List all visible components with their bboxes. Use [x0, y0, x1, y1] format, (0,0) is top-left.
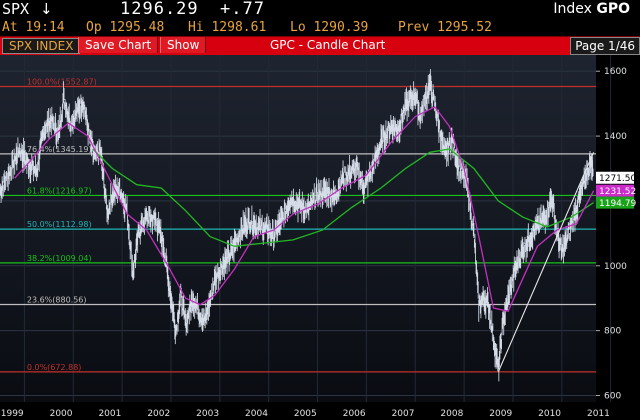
fib-label: 0.0%(672.88): [27, 363, 82, 372]
open-price: Op 1295.48: [86, 20, 165, 35]
page-indicator[interactable]: Page 1/46: [570, 37, 640, 55]
ticker-symbol[interactable]: SPX: [2, 0, 30, 18]
x-tick-label: 2008: [440, 409, 463, 419]
x-tick-label: 2004: [245, 409, 268, 419]
x-axis: 1999 2000 2001 2002 2003 2004 2005 2006 2007 2008…: [1, 409, 610, 419]
price-tag-label: 1231.52: [599, 187, 636, 197]
security-info: Index GPO: [553, 1, 630, 17]
moving-averages: [14, 106, 595, 373]
price-tag-label: 1194.79: [599, 199, 636, 209]
index-selector[interactable]: SPX INDEX: [2, 38, 81, 54]
x-tick-label: 2002: [147, 409, 170, 419]
ma-short-line: [14, 106, 595, 312]
trendline: [497, 152, 595, 373]
x-tick-label: 1999: [1, 409, 24, 419]
show-button[interactable]: Show: [160, 37, 207, 53]
price-tag: [596, 196, 634, 209]
x-tick-label: 2007: [392, 409, 415, 419]
save-chart-button[interactable]: Save Chart: [78, 37, 159, 53]
price-tag-label: 1271.50: [599, 174, 636, 184]
fib-label: 38.2%(1009.04): [27, 254, 92, 263]
y-axis-panel: [596, 55, 640, 420]
x-tick-label: 2010: [538, 409, 561, 419]
price-change: +.77: [220, 0, 265, 19]
price-tag: [596, 184, 634, 197]
fib-levels: 100.0%(1552.87) 76.4%(1345.19) 61.8%(1216.…: [0, 77, 596, 373]
y-tick-label: 1600: [604, 67, 627, 77]
fib-label: 23.6%(880.56): [27, 296, 87, 305]
last-price: 1296.29: [120, 0, 199, 19]
y-tick-label: 600: [604, 392, 621, 402]
x-axis-panel: [0, 402, 640, 420]
chart-title: GPC - Candle Chart: [270, 38, 386, 52]
low-price: Lo 1290.39: [290, 20, 369, 35]
x-tick-label: 2000: [50, 409, 73, 419]
security-type: Index: [553, 1, 592, 17]
quote-time: At 19:14: [2, 20, 65, 35]
function-code: GPO: [596, 1, 630, 17]
y-tick-label: 800: [604, 327, 621, 337]
fib-label: 61.8%(1216.97): [27, 186, 92, 195]
x-tick-label: 2011: [587, 409, 610, 419]
x-tick-label: 2006: [343, 409, 366, 419]
x-tick-label: 2009: [489, 409, 512, 419]
quote-header: SPX ↓ 1296.29 +.77 Index GPO: [0, 0, 640, 19]
y-tick-label: 1400: [604, 132, 627, 142]
fib-label: 76.4%(1345.19): [27, 145, 92, 154]
down-arrow-icon: ↓: [40, 0, 53, 18]
y-tick-label: 1000: [604, 262, 627, 272]
high-price: Hi 1298.61: [188, 20, 267, 35]
ma-long-line: [92, 148, 594, 247]
quote-stats: At 19:14 Op 1295.48 Hi 1298.61 Lo 1290.3…: [0, 19, 640, 36]
price-tag: [596, 171, 634, 184]
x-tick-label: 2005: [294, 409, 317, 419]
prev-close: Prev 1295.52: [398, 20, 492, 35]
fib-label: 50.0%(1112.98): [27, 220, 92, 229]
candle-chart[interactable]: 100.0%(1552.87) 76.4%(1345.19) 61.8%(1216.…: [0, 55, 640, 420]
x-tick-label: 2003: [196, 409, 219, 419]
price-tags: 1271.50 1231.52 1194.79: [596, 171, 636, 209]
fib-label: 100.0%(1552.87): [27, 77, 97, 86]
x-tick-label: 2001: [98, 409, 121, 419]
